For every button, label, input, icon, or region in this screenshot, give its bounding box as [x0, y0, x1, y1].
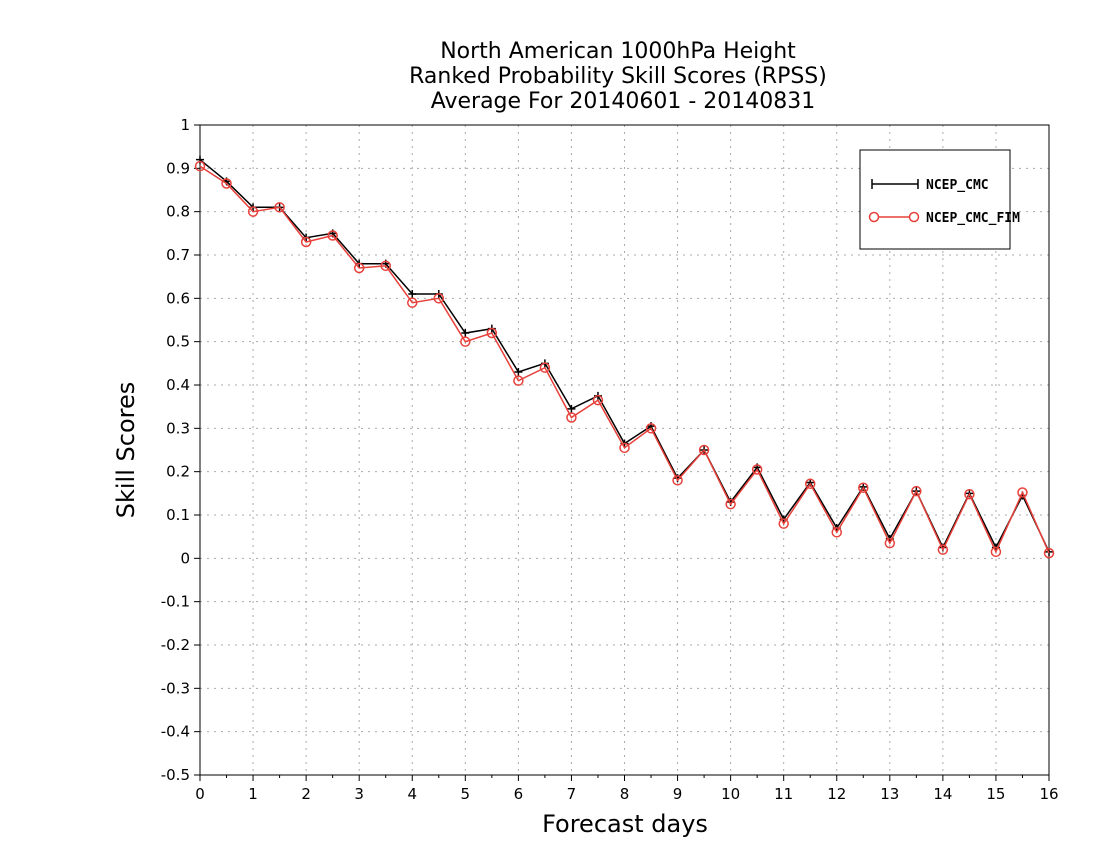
legend-label-ncep-cmc: NCEP_CMC	[926, 178, 989, 193]
x-tick-label: 5	[461, 785, 471, 803]
data-point	[831, 527, 842, 538]
data-point	[592, 394, 604, 406]
data-point	[460, 336, 471, 347]
data-point	[751, 464, 763, 475]
series-line	[199, 165, 1050, 554]
data-point	[433, 293, 445, 304]
series-layer	[194, 155, 1055, 559]
y-tick-label: -0.5	[161, 766, 190, 784]
data-point	[327, 230, 338, 241]
x-tick-label: 14	[933, 785, 952, 803]
y-tick-label: -0.3	[161, 679, 190, 697]
legend-marker-ncep-cmc-fim-b	[908, 211, 920, 223]
data-point	[619, 442, 630, 454]
data-point	[858, 482, 869, 493]
y-tick-label: 0.9	[166, 159, 190, 177]
x-tick-label: 13	[880, 785, 899, 803]
data-point	[486, 327, 498, 339]
x-tick-label: 0	[195, 785, 205, 803]
data-point	[408, 290, 417, 298]
y-tick-label: 0.6	[166, 289, 190, 307]
series-ncep-cmc-fim	[194, 160, 1055, 559]
chart-title-line-2: Ranked Probability Skill Scores (RPSS)	[409, 64, 827, 89]
y-tick-label: 0.7	[166, 246, 190, 264]
x-tick-label: 11	[774, 785, 793, 803]
data-point	[221, 178, 232, 189]
chart-title-line-1: North American 1000hPa Height	[440, 39, 796, 64]
data-point	[353, 262, 365, 274]
x-tick-label: 1	[248, 785, 258, 803]
data-point	[884, 537, 896, 549]
data-point	[461, 329, 470, 337]
legend-box	[859, 149, 1011, 250]
y-tick-label: 0.2	[166, 463, 190, 481]
data-point	[698, 444, 710, 456]
y-tick-label: 0.1	[166, 506, 190, 524]
data-point	[247, 206, 259, 217]
x-tick-label: 6	[514, 785, 524, 803]
y-tick-label: -0.1	[161, 593, 190, 611]
chart-title-line-3: Average For 20140601 - 20140831	[431, 89, 816, 114]
y-tick-label: 0	[180, 549, 190, 567]
x-tick-label: 4	[407, 785, 417, 803]
data-point	[725, 498, 736, 510]
data-point	[274, 202, 285, 213]
data-point	[990, 546, 1002, 558]
y-tick-label: 0.3	[166, 419, 190, 437]
x-tick-label: 15	[986, 785, 1005, 803]
data-point	[778, 518, 789, 529]
y-tick-label: 0.8	[166, 203, 190, 221]
y-axis-label: Skill Scores	[112, 382, 140, 519]
data-point	[1017, 487, 1028, 498]
data-point	[539, 362, 551, 373]
legend: NCEP_CMC NCEP_CMC_FIM	[859, 149, 1020, 250]
legend-marker-ncep-cmc-fim-a	[868, 211, 880, 223]
legend-label-ncep-cmc-fim: NCEP_CMC_FIM	[926, 211, 1020, 226]
y-axis-ticks: -0.5 -0.4 -0.3 -0.2 -0.1 0 0.1 0.2 0.3 0.4 0.5 0.6 0…	[161, 116, 200, 784]
data-point	[513, 375, 524, 386]
data-point	[567, 404, 576, 413]
y-tick-label: 0.4	[166, 376, 190, 394]
x-tick-label: 9	[673, 785, 683, 803]
data-point	[380, 260, 391, 272]
y-tick-label: 1	[180, 116, 190, 134]
x-tick-label: 12	[827, 785, 846, 803]
data-point	[194, 160, 206, 172]
data-point	[804, 478, 816, 490]
x-tick-label: 3	[354, 785, 364, 803]
data-point	[300, 236, 312, 248]
data-point	[645, 423, 657, 434]
x-tick-label: 2	[301, 785, 311, 803]
x-axis-label: Forecast days	[542, 810, 708, 838]
data-point	[514, 368, 523, 376]
y-tick-label: -0.4	[161, 723, 190, 741]
data-point	[937, 544, 949, 555]
y-tick-label: 0.5	[166, 333, 190, 351]
x-tick-label: 16	[1039, 785, 1058, 803]
data-point	[672, 475, 683, 486]
x-tick-label: 10	[721, 785, 740, 803]
data-point	[911, 485, 922, 497]
data-point	[407, 297, 418, 308]
x-tick-label: 8	[620, 785, 630, 803]
data-point	[964, 488, 975, 500]
x-tick-label: 7	[567, 785, 577, 803]
data-point	[566, 412, 577, 423]
y-tick-label: -0.2	[161, 636, 190, 654]
x-axis-ticks: 0 1 2 3 4 5 6 7 8 9 10 11 12 13 14 15 16	[195, 775, 1059, 803]
data-point	[1043, 547, 1055, 559]
